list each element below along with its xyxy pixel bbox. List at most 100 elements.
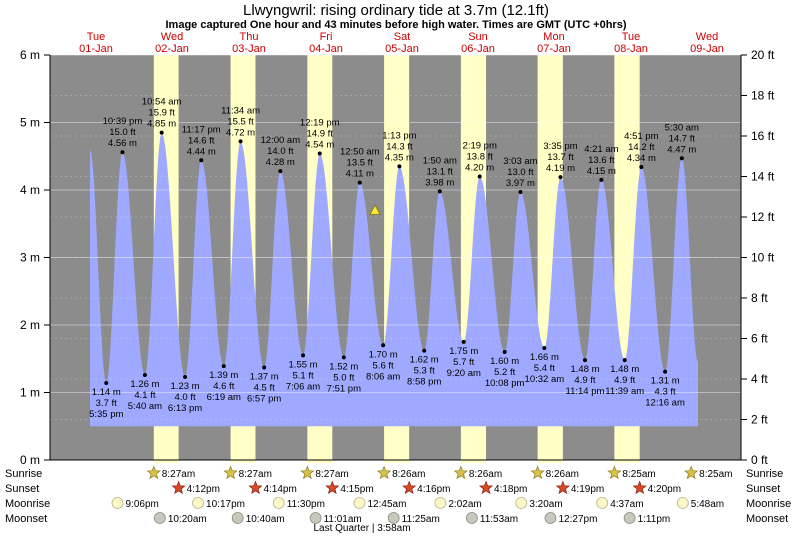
sunrise-icon xyxy=(453,465,468,480)
high-water-label: 11:17 pm xyxy=(182,124,221,135)
low-water-label: 1.70 m xyxy=(369,349,398,360)
low-water-label: 6:13 pm xyxy=(168,403,202,414)
high-water-point xyxy=(599,177,604,182)
right-tick-label: 10 ft xyxy=(751,251,775,265)
moonrise-time: 4:37am xyxy=(610,499,643,510)
moonrise-time: 10:17pm xyxy=(206,499,245,510)
high-water-point xyxy=(518,190,523,195)
high-water-label: 4.34 m xyxy=(627,153,656,164)
low-water-label: 5.1 ft xyxy=(292,370,313,381)
daylight-band-foot xyxy=(307,460,333,463)
moonset-icon xyxy=(544,512,557,524)
moon-phase-label: Last Quarter | 3:58am xyxy=(313,523,410,534)
tide-area xyxy=(90,132,698,427)
sunrise-time: 8:26am xyxy=(392,469,425,480)
low-water-point xyxy=(221,364,226,369)
moonset-icon xyxy=(387,512,400,524)
low-water-label: 6:57 pm xyxy=(247,394,281,405)
high-water-point xyxy=(278,169,283,174)
day-date-label: 06-Jan xyxy=(461,43,495,55)
left-tick-label: 4 m xyxy=(20,183,40,197)
low-water-label: 1.75 m xyxy=(449,346,478,357)
low-water-label: 4.9 ft xyxy=(614,375,635,386)
sunset-icon xyxy=(632,480,647,495)
right-tick-label: 18 ft xyxy=(751,89,775,103)
low-water-point xyxy=(582,358,587,363)
high-water-label: 4.44 m xyxy=(187,146,216,157)
low-water-label: 1.23 m xyxy=(171,381,200,392)
moonrise-row-label-left: Moonrise xyxy=(5,498,50,510)
high-water-label: 4.56 m xyxy=(108,138,137,149)
sunset-icon xyxy=(555,480,571,495)
sunset-time: 4:16pm xyxy=(417,484,450,495)
day-name-label: Thu xyxy=(240,31,259,43)
low-water-label: 11:39 am xyxy=(605,386,644,397)
high-water-point xyxy=(679,156,684,161)
moonset-time: 10:40am xyxy=(246,514,285,525)
low-water-label: 5:35 pm xyxy=(89,409,123,420)
moonset-icon xyxy=(153,512,166,524)
low-water-label: 1.39 m xyxy=(209,370,238,381)
chart-title: Llwyngwril: rising ordinary tide at 3.7m… xyxy=(243,2,549,19)
sunset-row-label-left: Sunset xyxy=(5,483,39,495)
sunrise-icon xyxy=(530,465,545,480)
sunset-icon xyxy=(171,480,186,495)
day-name-label: Wed xyxy=(161,31,183,43)
high-water-label: 4:21 am xyxy=(584,144,618,155)
day-name-label: Tue xyxy=(87,31,106,43)
low-water-point xyxy=(381,343,386,348)
high-water-label: 4:51 pm xyxy=(624,131,658,142)
moonset-time: 12:27pm xyxy=(558,514,597,525)
high-water-label: 2:19 pm xyxy=(463,141,497,152)
moonrise-icon xyxy=(515,497,528,509)
sunset-time: 4:15pm xyxy=(340,484,373,495)
sunrise-icon xyxy=(684,465,699,480)
high-water-label: 1:50 am xyxy=(423,155,457,166)
moonset-icon xyxy=(465,512,478,524)
low-water-label: 4.0 ft xyxy=(175,392,196,403)
sunset-icon xyxy=(325,480,340,495)
low-water-label: 3.7 ft xyxy=(96,398,117,409)
sunset-time: 4:19pm xyxy=(571,484,604,495)
low-water-label: 10:32 am xyxy=(525,374,565,385)
moonrise-icon xyxy=(353,497,366,509)
daylight-band-foot xyxy=(153,460,179,463)
high-water-label: 13.1 ft xyxy=(427,166,454,177)
low-water-label: 9:20 am xyxy=(447,368,481,379)
low-water-point xyxy=(301,353,306,358)
left-tick-label: 5 m xyxy=(20,116,40,130)
right-tick-label: 4 ft xyxy=(751,372,768,386)
moonset-icon xyxy=(309,512,322,524)
high-water-label: 4.35 m xyxy=(385,152,414,163)
day-date-label: 07-Jan xyxy=(537,43,571,55)
low-water-label: 5.3 ft xyxy=(414,366,435,377)
high-water-label: 14.6 ft xyxy=(188,135,215,146)
high-water-label: 12:19 pm xyxy=(300,118,340,129)
low-water-label: 10:08 pm xyxy=(485,378,525,389)
moonrise-icon xyxy=(676,497,689,509)
sunrise-row-label-right: Sunrise xyxy=(746,468,783,480)
astro-rows: Sunrise Sunrise Sunset Sunset Moonrise Moonri… xyxy=(5,465,791,534)
high-water-label: 4.28 m xyxy=(266,157,295,168)
high-water-point xyxy=(317,151,322,156)
high-water-point xyxy=(639,165,644,170)
moonset-row-label-left: Moonset xyxy=(5,513,47,525)
right-tick-label: 6 ft xyxy=(751,332,768,346)
day-name-label: Mon xyxy=(543,31,564,43)
high-water-label: 13.0 ft xyxy=(507,167,534,178)
day-name-label: Sat xyxy=(394,31,411,43)
low-water-label: 5.6 ft xyxy=(373,360,394,371)
right-tick-label: 2 ft xyxy=(751,413,768,427)
daylight-band-foot xyxy=(384,460,410,463)
high-water-label: 14.9 ft xyxy=(307,129,334,140)
high-water-label: 4.20 m xyxy=(465,163,494,174)
low-water-label: 1.52 m xyxy=(329,361,358,372)
daylight-band-foot xyxy=(230,460,256,463)
daylight-band-foot xyxy=(460,460,487,463)
moonset-time: 10:20am xyxy=(168,514,207,525)
sunset-icon xyxy=(402,480,417,495)
high-water-label: 13.5 ft xyxy=(347,158,374,169)
low-water-label: 5.2 ft xyxy=(494,367,515,378)
high-water-label: 4.47 m xyxy=(667,144,696,155)
sunset-time: 4:18pm xyxy=(494,484,527,495)
